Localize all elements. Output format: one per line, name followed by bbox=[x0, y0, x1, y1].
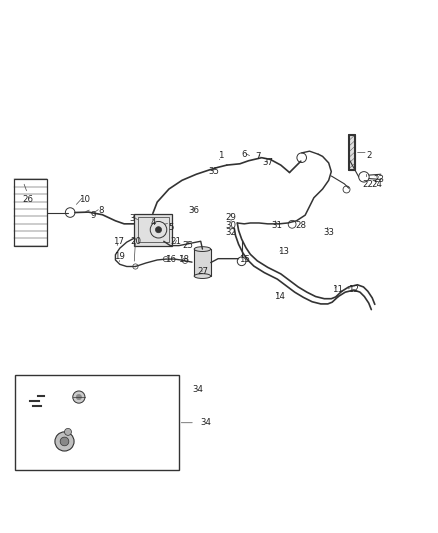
Text: 25: 25 bbox=[182, 241, 193, 250]
Text: 23: 23 bbox=[374, 175, 385, 184]
Text: 28: 28 bbox=[295, 221, 306, 230]
Text: 16: 16 bbox=[165, 255, 176, 264]
Text: 3: 3 bbox=[129, 214, 135, 223]
Text: 20: 20 bbox=[130, 237, 141, 246]
Text: 18: 18 bbox=[178, 255, 189, 264]
Text: 27: 27 bbox=[197, 267, 208, 276]
Text: 30: 30 bbox=[226, 221, 237, 230]
Text: 7: 7 bbox=[255, 152, 261, 161]
Bar bbox=[14, 180, 47, 246]
Circle shape bbox=[73, 391, 85, 403]
Text: 17: 17 bbox=[113, 237, 124, 246]
Text: 19: 19 bbox=[114, 253, 125, 261]
Text: 21: 21 bbox=[171, 237, 182, 246]
Text: 31: 31 bbox=[271, 221, 282, 230]
Text: 32: 32 bbox=[226, 228, 237, 237]
Text: 29: 29 bbox=[226, 213, 237, 222]
Text: 12: 12 bbox=[347, 285, 359, 294]
Text: 10: 10 bbox=[79, 195, 91, 204]
Bar bbox=[138, 217, 169, 242]
Text: 2: 2 bbox=[367, 151, 372, 160]
Text: 34: 34 bbox=[200, 418, 211, 427]
Text: 8: 8 bbox=[99, 206, 104, 215]
Text: 4: 4 bbox=[151, 219, 156, 228]
Text: 6: 6 bbox=[241, 150, 247, 159]
Bar bbox=[134, 214, 173, 246]
Text: 9: 9 bbox=[90, 211, 95, 220]
Polygon shape bbox=[349, 135, 355, 170]
Text: 35: 35 bbox=[208, 167, 219, 176]
Ellipse shape bbox=[194, 247, 211, 252]
Circle shape bbox=[155, 227, 162, 233]
Circle shape bbox=[76, 394, 81, 400]
Text: 13: 13 bbox=[278, 247, 289, 256]
Text: 34: 34 bbox=[193, 385, 204, 394]
Text: 33: 33 bbox=[323, 228, 334, 237]
Circle shape bbox=[64, 429, 71, 435]
Circle shape bbox=[55, 432, 74, 451]
Text: 36: 36 bbox=[188, 206, 199, 215]
Text: 26: 26 bbox=[22, 195, 33, 204]
Text: 11: 11 bbox=[332, 285, 343, 294]
Text: 1: 1 bbox=[219, 151, 224, 160]
Bar bbox=[15, 375, 179, 470]
Ellipse shape bbox=[194, 273, 211, 278]
Text: 5: 5 bbox=[168, 223, 174, 232]
Text: 15: 15 bbox=[239, 255, 250, 264]
Text: 37: 37 bbox=[262, 158, 273, 167]
Text: 22: 22 bbox=[362, 180, 373, 189]
Text: 24: 24 bbox=[371, 180, 382, 189]
Bar bbox=[194, 249, 211, 276]
Circle shape bbox=[60, 437, 69, 446]
Text: 14: 14 bbox=[274, 293, 285, 302]
